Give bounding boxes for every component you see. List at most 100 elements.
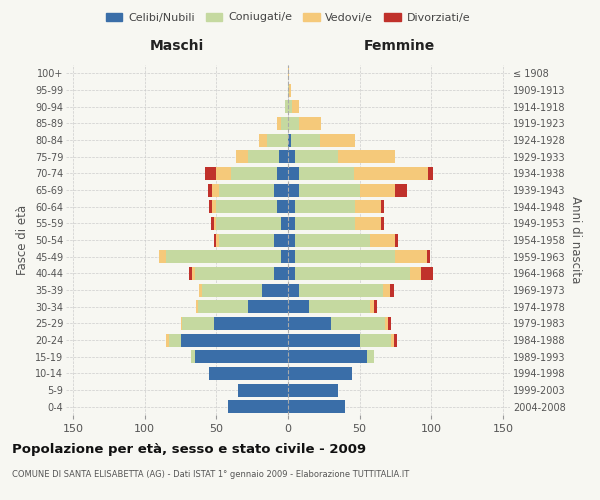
Bar xyxy=(199,284,202,296)
Bar xyxy=(228,400,288,413)
Bar xyxy=(288,150,295,163)
Bar xyxy=(214,317,288,330)
Bar xyxy=(295,250,395,263)
Bar xyxy=(288,117,299,130)
Bar xyxy=(288,67,289,80)
Bar xyxy=(198,300,248,313)
Bar xyxy=(217,200,277,213)
Bar xyxy=(281,117,288,130)
Bar xyxy=(410,267,421,280)
Bar xyxy=(274,267,288,280)
Bar xyxy=(236,150,248,163)
Bar xyxy=(217,217,281,230)
Bar xyxy=(370,234,395,246)
Bar xyxy=(421,267,433,280)
Bar xyxy=(181,334,288,346)
Bar xyxy=(238,384,288,396)
Bar xyxy=(166,334,169,346)
Bar xyxy=(395,234,398,246)
Bar xyxy=(288,300,310,313)
Bar xyxy=(359,184,395,196)
Bar xyxy=(288,400,345,413)
Bar xyxy=(338,150,395,163)
Bar xyxy=(288,200,295,213)
Text: Femmine: Femmine xyxy=(364,38,434,52)
Bar xyxy=(192,267,195,280)
Bar xyxy=(367,350,374,363)
Bar xyxy=(427,250,430,263)
Bar xyxy=(370,300,374,313)
Bar xyxy=(288,384,338,396)
Bar xyxy=(299,117,321,130)
Bar xyxy=(383,284,389,296)
Bar xyxy=(295,234,370,246)
Bar xyxy=(355,200,381,213)
Bar xyxy=(191,350,195,363)
Bar xyxy=(428,167,433,180)
Legend: Celibi/Nubili, Coniugati/e, Vedovi/e, Divorziati/e: Celibi/Nubili, Coniugati/e, Vedovi/e, Di… xyxy=(101,8,475,27)
Bar xyxy=(209,367,288,380)
Bar xyxy=(219,234,274,246)
Bar xyxy=(281,217,288,230)
Bar xyxy=(299,167,354,180)
Bar xyxy=(196,300,198,313)
Bar xyxy=(295,150,338,163)
Bar xyxy=(181,317,182,330)
Bar xyxy=(394,334,397,346)
Bar xyxy=(288,267,295,280)
Bar xyxy=(354,167,428,180)
Bar xyxy=(219,184,274,196)
Bar xyxy=(195,267,274,280)
Bar xyxy=(231,167,277,180)
Bar xyxy=(395,184,407,196)
Bar xyxy=(389,284,394,296)
Bar xyxy=(291,134,320,146)
Bar xyxy=(288,167,299,180)
Bar xyxy=(288,184,299,196)
Bar xyxy=(320,134,355,146)
Bar xyxy=(202,284,262,296)
Bar xyxy=(205,167,217,180)
Y-axis label: Anni di nascita: Anni di nascita xyxy=(569,196,582,284)
Bar xyxy=(388,317,391,330)
Bar xyxy=(288,84,289,96)
Bar xyxy=(259,134,266,146)
Bar xyxy=(277,117,281,130)
Bar xyxy=(288,284,299,296)
Bar xyxy=(274,234,288,246)
Bar xyxy=(281,250,288,263)
Bar xyxy=(299,284,383,296)
Bar xyxy=(295,267,410,280)
Bar xyxy=(285,100,288,113)
Bar xyxy=(262,284,288,296)
Bar xyxy=(288,250,295,263)
Bar xyxy=(374,300,377,313)
Bar xyxy=(280,150,288,163)
Bar xyxy=(266,134,288,146)
Bar xyxy=(248,150,280,163)
Bar xyxy=(195,350,288,363)
Bar xyxy=(288,317,331,330)
Text: Maschi: Maschi xyxy=(150,38,204,52)
Bar xyxy=(214,234,217,246)
Bar xyxy=(169,334,181,346)
Bar xyxy=(274,184,288,196)
Bar xyxy=(391,334,394,346)
Bar xyxy=(159,250,166,263)
Bar xyxy=(208,184,212,196)
Bar xyxy=(292,100,299,113)
Bar xyxy=(288,334,359,346)
Bar xyxy=(189,267,192,280)
Bar xyxy=(217,167,231,180)
Y-axis label: Fasce di età: Fasce di età xyxy=(16,205,29,275)
Bar xyxy=(217,234,219,246)
Bar xyxy=(166,250,281,263)
Bar xyxy=(331,317,385,330)
Bar xyxy=(277,200,288,213)
Bar xyxy=(289,84,291,96)
Bar xyxy=(211,217,214,230)
Bar xyxy=(288,217,295,230)
Bar xyxy=(288,367,352,380)
Bar xyxy=(248,300,288,313)
Bar xyxy=(288,234,295,246)
